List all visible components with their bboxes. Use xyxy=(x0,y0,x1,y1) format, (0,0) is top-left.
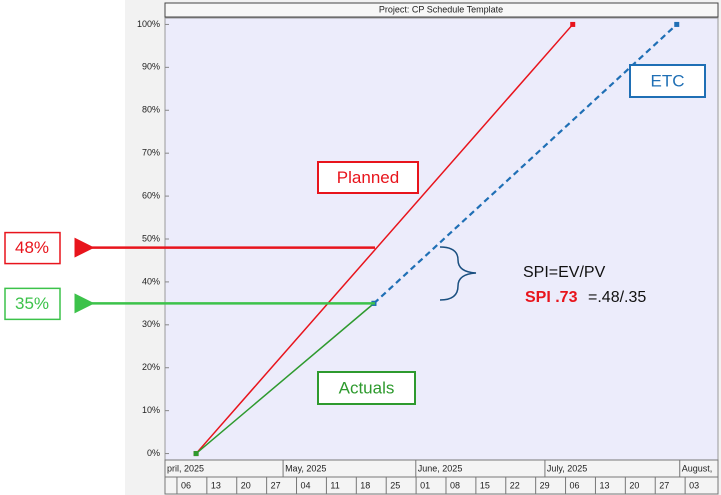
y-tick-label: 40% xyxy=(142,276,160,286)
month-label: August, xyxy=(682,463,713,473)
series-point xyxy=(674,21,680,27)
x-tick-label: 08 xyxy=(450,480,460,490)
spi-formula: SPI=EV/PV xyxy=(523,264,606,281)
x-tick-label: 06 xyxy=(181,480,191,490)
series-label: Actuals xyxy=(339,378,395,397)
spi-calc: =.48/.35 xyxy=(588,289,646,306)
x-tick-label: 29 xyxy=(540,480,550,490)
annotation-label: 48% xyxy=(15,238,49,257)
x-tick-label: 20 xyxy=(629,480,639,490)
chart-title: Project: CP Schedule Template xyxy=(379,4,503,14)
month-label: pril, 2025 xyxy=(167,463,204,473)
y-tick-label: 0% xyxy=(147,448,160,458)
series-label: Planned xyxy=(337,168,399,187)
x-tick-label: 13 xyxy=(211,480,221,490)
series-label-box xyxy=(629,64,706,98)
title-box xyxy=(164,2,719,18)
x-tick-label: 20 xyxy=(241,480,251,490)
y-tick-label: 30% xyxy=(142,319,160,329)
annotation-box xyxy=(4,231,61,265)
x-tick-label: 13 xyxy=(599,480,609,490)
series-line xyxy=(195,302,375,455)
x-tick-label: 22 xyxy=(510,480,520,490)
y-tick-label: 90% xyxy=(142,62,160,72)
series-point xyxy=(570,21,576,27)
x-tick-label: 25 xyxy=(390,480,400,490)
x-tick-label: 06 xyxy=(570,480,580,490)
x-tick-label: 03 xyxy=(689,480,699,490)
y-tick-label: 80% xyxy=(142,105,160,115)
x-tick-label: 15 xyxy=(480,480,490,490)
series-label-box xyxy=(317,371,416,405)
x-tick-label: 01 xyxy=(420,480,430,490)
y-tick-label: 50% xyxy=(142,233,160,243)
annotation-label: 35% xyxy=(15,294,49,313)
spi-result: SPI .73 xyxy=(525,289,578,306)
series-label: ETC xyxy=(651,71,685,90)
brace xyxy=(439,246,477,301)
series-point xyxy=(193,451,199,457)
y-tick-label: 10% xyxy=(142,405,160,415)
y-tick-label: 20% xyxy=(142,362,160,372)
month-label: June, 2025 xyxy=(418,463,463,473)
series-line xyxy=(195,23,574,455)
x-tick-label: 11 xyxy=(330,480,339,490)
x-tick-label: 27 xyxy=(659,480,669,490)
x-tick-label: 04 xyxy=(301,480,311,490)
series-line xyxy=(373,23,678,305)
month-label: July, 2025 xyxy=(547,463,587,473)
x-tick-label: 27 xyxy=(271,480,281,490)
month-label: May, 2025 xyxy=(285,463,326,473)
annotation-box xyxy=(4,287,61,321)
series-label-box xyxy=(317,161,419,194)
y-tick-label: 70% xyxy=(142,148,160,158)
plot-area xyxy=(164,17,719,461)
x-tick-label: 18 xyxy=(360,480,370,490)
y-tick-label: 60% xyxy=(142,190,160,200)
y-tick-label: 100% xyxy=(137,19,160,29)
